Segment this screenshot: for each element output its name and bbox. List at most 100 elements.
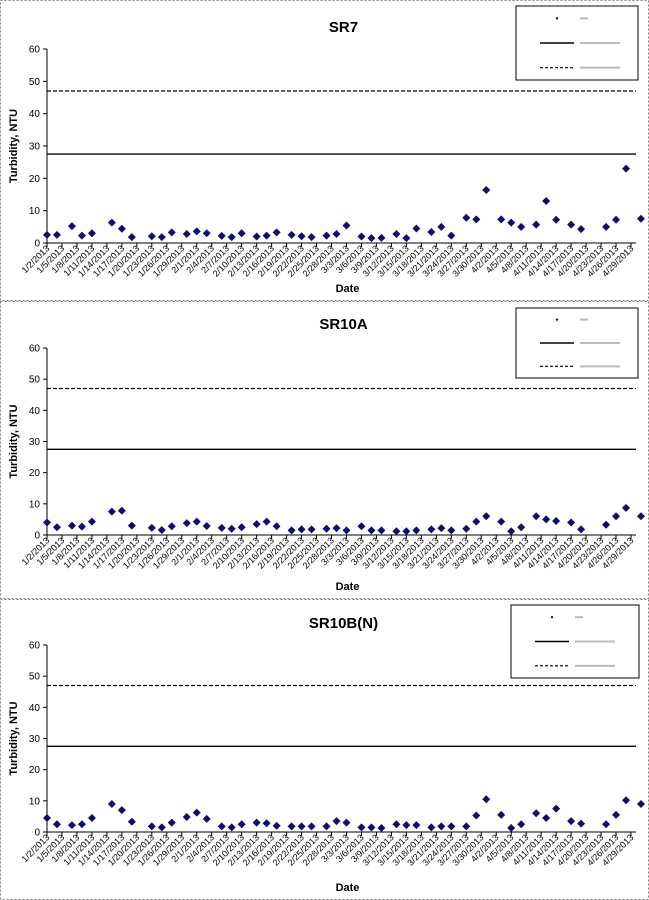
data-point	[107, 507, 116, 516]
y-axis-label: Turbidity, NTU	[8, 404, 20, 478]
chart-title: SR10A	[319, 316, 368, 333]
legend-marker-symbol	[550, 615, 554, 619]
data-point	[287, 230, 296, 239]
data-point	[377, 526, 386, 535]
data-point	[322, 231, 331, 240]
data-point	[322, 822, 331, 831]
data-point	[297, 232, 306, 241]
data-point	[262, 231, 271, 240]
data-point	[87, 517, 96, 526]
y-tick-label: 0	[34, 531, 40, 542]
data-point	[367, 234, 376, 243]
y-tick-label: 40	[29, 406, 41, 417]
y-tick-label: 40	[29, 703, 41, 714]
y-tick-label: 0	[34, 239, 40, 250]
data-point	[262, 517, 271, 526]
data-point	[472, 811, 481, 820]
y-tick-label: 50	[29, 77, 41, 88]
chart-panel-sr7: SR7 0 10 20 30 40 50 60 Turbidity, NTU 1/2/2013 1/…	[0, 0, 649, 301]
data-point	[202, 521, 211, 530]
y-tick-label: 20	[29, 468, 41, 479]
data-point	[602, 222, 611, 231]
data-point	[472, 215, 481, 224]
data-point	[67, 521, 76, 530]
data-point	[272, 522, 281, 531]
data-point	[577, 525, 586, 534]
y-tick-label: 0	[34, 828, 40, 839]
data-point	[412, 224, 421, 233]
y-tick-label: 30	[29, 142, 41, 153]
data-point	[117, 506, 126, 515]
y-tick-label: 60	[29, 45, 41, 56]
data-point	[252, 818, 261, 827]
y-tick-label: 10	[29, 796, 41, 807]
data-point	[392, 229, 401, 238]
data-point	[107, 218, 116, 227]
data-point	[622, 503, 631, 512]
data-point	[52, 523, 61, 532]
data-point	[192, 517, 201, 526]
data-point	[307, 822, 316, 831]
y-tick-label: 20	[29, 765, 41, 776]
data-point	[567, 220, 576, 229]
data-point	[542, 813, 551, 822]
y-tick-label: 50	[29, 375, 41, 386]
data-point	[147, 232, 156, 241]
data-point	[577, 225, 586, 234]
data-point	[507, 527, 516, 536]
y-tick-label: 10	[29, 499, 41, 510]
data-point	[322, 524, 331, 533]
data-point	[427, 228, 436, 237]
data-point	[392, 527, 401, 536]
data-point	[297, 525, 306, 534]
data-point	[147, 523, 156, 532]
data-point	[307, 525, 316, 534]
data-point	[507, 823, 516, 832]
data-point	[542, 515, 551, 524]
data-point	[392, 820, 401, 829]
data-point	[567, 817, 576, 826]
y-tick-label: 30	[29, 734, 41, 745]
data-point	[437, 524, 446, 533]
data-point	[437, 222, 446, 231]
data-point	[77, 522, 86, 531]
data-point	[77, 820, 86, 829]
data-point	[67, 821, 76, 830]
y-tick-label: 60	[29, 641, 41, 652]
data-point	[217, 231, 226, 240]
y-tick-label: 30	[29, 437, 41, 448]
data-point	[447, 822, 456, 831]
data-point	[532, 809, 541, 818]
data-point	[342, 221, 351, 230]
data-point	[567, 518, 576, 527]
data-point	[462, 822, 471, 831]
data-point	[52, 230, 61, 239]
data-point	[532, 220, 541, 229]
data-point	[377, 823, 386, 832]
data-point	[127, 233, 136, 242]
data-point	[332, 524, 341, 533]
data-point	[107, 799, 116, 808]
chart-panel-sr10bn: SR10B(N) 0 10 20 30 40 50 60 Turbidity, NTU 1/2/2…	[0, 599, 649, 900]
data-point	[192, 227, 201, 236]
data-point	[507, 218, 516, 227]
data-point	[87, 813, 96, 822]
data-point	[497, 215, 506, 224]
data-point	[43, 230, 51, 239]
data-point	[227, 233, 236, 242]
data-point	[332, 817, 341, 826]
data-point	[147, 822, 156, 831]
data-point	[67, 222, 76, 231]
data-point	[237, 229, 246, 238]
data-point	[167, 818, 176, 827]
data-point	[357, 522, 366, 531]
data-point	[43, 813, 51, 822]
data-point	[472, 517, 481, 526]
chart-title: SR10B(N)	[309, 615, 378, 632]
data-point	[237, 820, 246, 829]
data-point	[272, 228, 281, 237]
